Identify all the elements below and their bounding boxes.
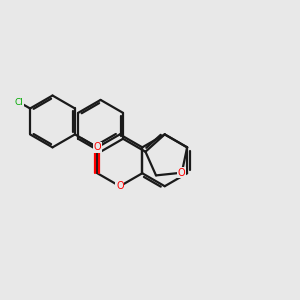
Text: O: O [94, 142, 101, 152]
Text: Cl: Cl [14, 98, 23, 106]
Text: O: O [116, 181, 124, 191]
Text: O: O [178, 168, 186, 178]
